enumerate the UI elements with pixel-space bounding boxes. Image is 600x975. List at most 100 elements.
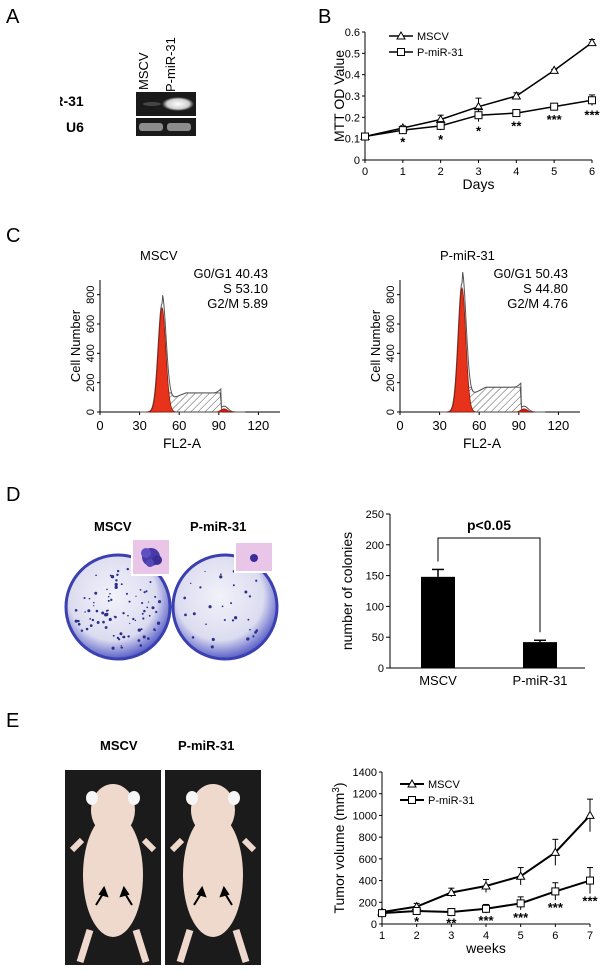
colony-dot [184,613,187,616]
histogram-title: MSCV [140,248,178,263]
panel-d-plates: MSCV P-miR-31 [60,505,320,675]
y-tick-label: 0 [85,409,97,415]
colony-dot [127,568,129,570]
colony-dot [84,597,86,599]
colony-dot [127,635,129,637]
photo-label-mscv: MSCV [100,738,138,753]
category-label: P-miR-31 [513,673,568,688]
colony-dot [143,610,145,612]
plate-label-mscv: MSCV [94,519,132,534]
colony-dot [129,623,130,624]
colony-dot [109,618,112,621]
colony-dot [146,606,148,608]
significance-mark: * [414,914,420,929]
series-0 [378,799,594,915]
colony-dot [230,602,232,604]
significance-mark: ** [511,118,522,133]
plate-label-pmir31: P-miR-31 [190,519,246,534]
x-tick-label: 2 [414,930,420,942]
colony-dot [115,583,118,586]
data-point [586,811,594,818]
colony-dot [144,591,146,593]
colony-dot [78,623,81,626]
colony-dot [108,596,110,598]
significance-mark: * [476,124,482,139]
colony-dot [113,635,115,637]
colony-dot [190,583,191,584]
data-point [587,877,594,884]
significance-mark: *** [513,910,529,925]
u6-band-mscv [139,123,163,131]
histogram-stat: G2/M 5.89 [207,296,268,311]
colony-dot [255,629,258,632]
colony-dot [90,624,93,627]
histogram-stat: G0/G1 50.43 [494,266,568,281]
colony-dot [183,597,186,600]
panel-c-histogram-pmir31: P-miR-31 G0/G1 50.43 S 44.80 G2/M 4.76 0 200 4… [330,240,600,470]
y-tick-label: 800 [85,285,97,303]
colony-dot [208,605,211,608]
panel-e-tumor-chart: 0 200 400 600 800 1000 1200 1400 1 2 3 4 5 6 7 weeks Tum… [330,760,600,965]
lane-label-mscv: MSCV [136,52,151,90]
y-tick-label: 200 [85,373,97,391]
colony-dot [128,601,130,603]
colony-dot [149,615,151,617]
significance-mark: ** [446,915,457,930]
y-tick-label: 400 [359,876,377,888]
legend-label: P-miR-31 [428,795,474,807]
x-tick-label: 6 [552,930,558,942]
y-tick-label: 400 [85,344,97,362]
y-tick-label: 0 [385,409,397,415]
colony-dot [135,620,136,621]
colony-dot [141,602,143,604]
colony-dot [211,645,214,648]
colony-dot [86,628,89,631]
colony-dot [110,599,112,601]
colony-dot [192,636,195,639]
colony-dot [233,584,235,586]
colony-dot [249,595,251,597]
y-tick-label: 800 [385,285,397,303]
colony-dot [92,619,94,621]
colony-dot [119,632,122,635]
colony-dot [212,638,215,641]
x-tick-label: 30 [432,418,446,433]
y-tick-label: 50 [372,632,384,644]
x-tick-label: 4 [513,166,519,178]
x-tick-label: 2 [438,166,444,178]
bar-p-mir-31 [523,642,557,668]
category-label: MSCV [419,673,457,688]
significance-mark: * [400,134,406,149]
colony-dot [121,645,123,647]
histogram-stat: G2/M 4.76 [507,296,568,311]
x-tick-label: 90 [212,418,226,433]
legend-marker [398,49,405,56]
colony-dot [232,619,234,621]
colony-dot [252,635,254,637]
x-tick-label: 0 [96,418,103,433]
colony-dot [84,611,85,612]
colony-dot [108,600,110,602]
colony-dot [247,619,249,621]
colony-dot [75,620,78,623]
row-label-mir31: miR-31 [60,93,84,109]
inset-colony-pmir31 [250,554,258,562]
significance-mark: *** [582,894,598,909]
colony-dot [106,589,108,591]
histogram-title: P-miR-31 [440,248,495,263]
legend-marker [409,797,416,804]
colony-dot [115,586,118,589]
x-tick-label: 5 [551,166,557,178]
x-tick-label: 0 [396,418,403,433]
x-tick-label: 0 [362,166,368,178]
x-axis-label: Days [463,176,495,192]
colony-dot [204,571,205,572]
legend-label: MSCV [428,779,460,791]
colony-dot [126,593,128,595]
colony-dot [115,579,117,581]
y-tick-label: 800 [359,832,377,844]
panel-label-c: C [6,225,20,248]
colony-dot [93,602,95,604]
x-tick-label: 90 [512,418,526,433]
colony-dot [127,615,129,617]
